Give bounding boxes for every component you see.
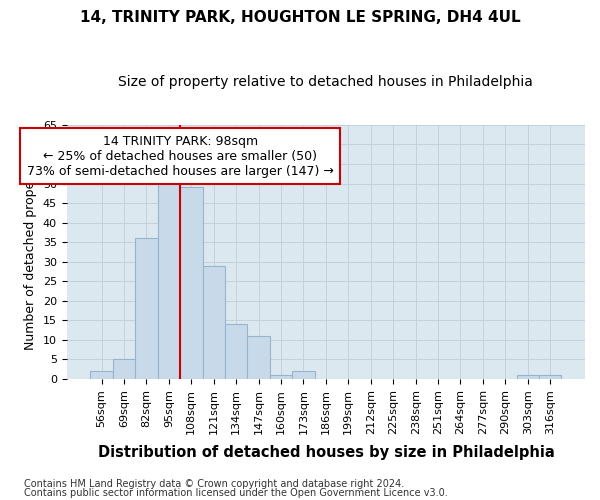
Bar	[135, 238, 158, 379]
Text: Contains public sector information licensed under the Open Government Licence v3: Contains public sector information licen…	[24, 488, 448, 498]
Text: 14 TRINITY PARK: 98sqm
← 25% of detached houses are smaller (50)
73% of semi-det: 14 TRINITY PARK: 98sqm ← 25% of detached…	[26, 134, 334, 178]
Bar	[91, 371, 113, 379]
X-axis label: Distribution of detached houses by size in Philadelphia: Distribution of detached houses by size …	[98, 445, 554, 460]
Bar	[270, 375, 292, 379]
Title: Size of property relative to detached houses in Philadelphia: Size of property relative to detached ho…	[118, 75, 533, 89]
Bar	[203, 266, 225, 379]
Bar	[113, 360, 135, 379]
Bar	[225, 324, 247, 379]
Bar	[292, 371, 314, 379]
Text: Contains HM Land Registry data © Crown copyright and database right 2024.: Contains HM Land Registry data © Crown c…	[24, 479, 404, 489]
Bar	[517, 375, 539, 379]
Bar	[247, 336, 270, 379]
Bar	[180, 188, 203, 379]
Text: 14, TRINITY PARK, HOUGHTON LE SPRING, DH4 4UL: 14, TRINITY PARK, HOUGHTON LE SPRING, DH…	[80, 10, 520, 25]
Bar	[539, 375, 562, 379]
Bar	[158, 176, 180, 379]
Y-axis label: Number of detached properties: Number of detached properties	[25, 154, 37, 350]
